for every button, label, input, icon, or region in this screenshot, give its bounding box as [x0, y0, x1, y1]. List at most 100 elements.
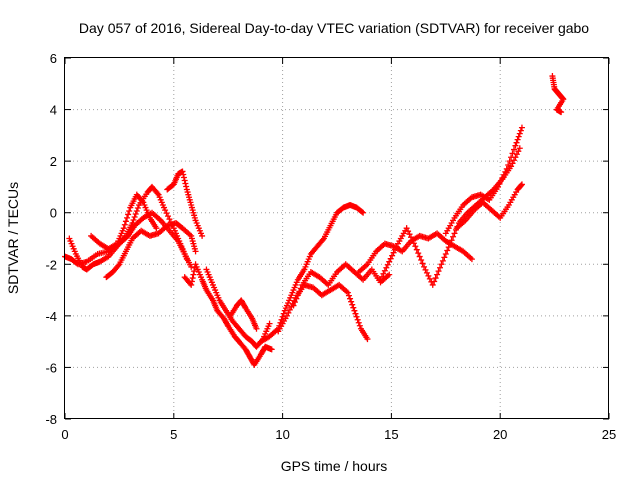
data-point-interp: [180, 174, 187, 181]
data-point-interp: [296, 288, 303, 295]
data-point-interp: [164, 213, 171, 220]
series-10: [275, 281, 371, 343]
data-point-interp: [291, 299, 298, 306]
y-tick-label: -8: [45, 412, 57, 427]
data-point-interp: [115, 262, 122, 269]
data-point-interp: [444, 247, 451, 254]
data-point-interp: [422, 266, 429, 273]
data-point-interp: [134, 204, 141, 211]
data-point-interp: [378, 273, 385, 280]
data-point: [558, 109, 565, 116]
data-point-interp: [183, 183, 190, 190]
data-point-interp: [139, 198, 146, 205]
data-point-interp: [356, 322, 363, 329]
data-point-interp: [121, 221, 128, 228]
data-point-interp: [180, 171, 187, 178]
series-3: [88, 191, 160, 252]
data-point-interp: [418, 256, 425, 263]
data-point-interp: [352, 310, 359, 317]
data-point-interp: [516, 130, 523, 137]
data-point: [290, 302, 297, 309]
data-point-interp: [406, 231, 413, 238]
data-point-interp: [294, 292, 301, 299]
data-point-interp: [515, 133, 522, 140]
data-point: [508, 163, 515, 170]
data-point-interp: [502, 168, 509, 175]
data-point-interp: [445, 244, 452, 251]
data-point: [188, 263, 195, 270]
data-point-interp: [390, 249, 397, 256]
data-point-interp: [286, 306, 293, 313]
data-point-interp: [442, 250, 449, 257]
data-point: [192, 248, 199, 255]
data-point-interp: [349, 301, 356, 308]
data-point-interp: [441, 254, 448, 261]
data-point: [153, 225, 160, 232]
data-point-interp: [436, 264, 443, 271]
data-point: [188, 281, 195, 288]
data-point-interp: [496, 180, 503, 187]
x-tick-label: 10: [275, 427, 289, 442]
series-6: [181, 261, 275, 368]
series-5: [164, 168, 206, 239]
data-point: [438, 261, 445, 268]
data-point-interp: [132, 211, 139, 218]
data-point-interp: [126, 207, 133, 214]
data-point-interp: [508, 154, 515, 161]
x-axis-label: GPS time / hours: [281, 458, 388, 474]
data-point-interp: [348, 298, 355, 305]
data-point-interp: [450, 233, 457, 240]
data-point-interp: [432, 275, 439, 282]
data-point: [162, 207, 169, 214]
series-8: [227, 297, 260, 332]
plot-frame: [64, 57, 609, 419]
data-point-interp: [497, 177, 504, 184]
data-point-interp: [241, 303, 248, 310]
data-point-interp: [133, 207, 140, 214]
series-4: [103, 220, 199, 281]
data-point: [268, 346, 275, 353]
data-point-interp: [350, 304, 357, 311]
data-point: [512, 142, 519, 149]
x-tick-label: 0: [61, 427, 68, 442]
data-point-interp: [354, 316, 361, 323]
x-tick-label: 20: [493, 427, 507, 442]
data-point-interp: [191, 268, 198, 275]
data-point-interp: [518, 182, 525, 189]
data-point-interp: [505, 162, 512, 169]
data-point-interp: [122, 218, 129, 225]
data-point-interp: [285, 309, 292, 316]
data-point: [516, 145, 523, 152]
data-point-interp: [409, 237, 416, 244]
y-tick-label: -6: [45, 360, 57, 375]
data-point-interp: [510, 157, 517, 164]
data-point-interp: [425, 272, 432, 279]
data-point: [495, 183, 502, 190]
data-point-interp: [393, 243, 400, 250]
data-point-interp: [448, 237, 455, 244]
data-point-interp: [383, 264, 390, 271]
y-tick-label: -2: [45, 257, 57, 272]
data-point-interp: [515, 148, 522, 155]
data-point-interp: [410, 240, 417, 247]
grid-lines: [65, 58, 609, 419]
data-point-interp: [389, 252, 396, 259]
data-point-interp: [384, 261, 391, 268]
data-point: [429, 281, 436, 288]
data-point-interp: [431, 278, 438, 285]
series-11: [290, 261, 393, 309]
data-point-interp: [413, 246, 420, 253]
data-point-interp: [439, 257, 446, 264]
data-point: [377, 276, 384, 283]
data-point-interp: [434, 271, 441, 278]
data-point-interp: [189, 275, 196, 282]
data-point-interp: [124, 214, 131, 221]
data-point-interp: [297, 285, 304, 292]
data-point-interp: [517, 127, 524, 134]
data-point-interp: [154, 190, 161, 197]
y-tick-label: 0: [50, 206, 57, 221]
data-point: [199, 232, 206, 239]
data-point-interp: [380, 270, 387, 277]
data-point: [421, 263, 428, 270]
